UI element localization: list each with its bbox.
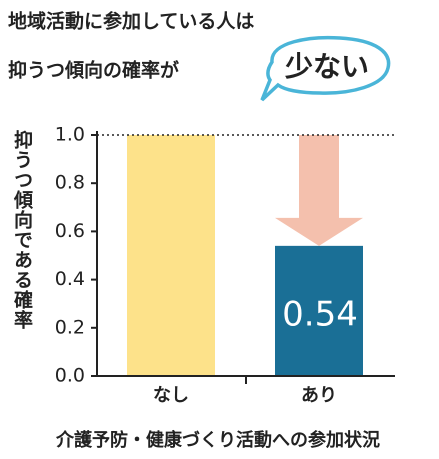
y-axis-label: 抑うつ傾向である確率 [11,130,34,330]
x-tick-label: あり [301,385,337,406]
y-tick-label: 0.6 [55,220,85,242]
x-tick-label: なし [153,385,189,406]
y-tick-label: 0.8 [55,172,85,194]
x-axis-label: 介護予防・健康づくり活動への参加状況 [55,429,380,451]
bar [275,245,363,376]
title-line-1: 地域活動に参加している人は [8,10,254,33]
y-tick-label: 1.0 [55,124,85,146]
title-line-2: 抑うつ傾向の確率が [8,59,179,82]
highlight-bubble [260,35,391,102]
value-label: 0.54 [282,295,358,335]
down-arrow [275,135,363,246]
y-tick-label: 0.2 [55,316,85,338]
y-tick-label: 0.0 [55,365,85,387]
y-tick-label: 0.4 [55,268,85,290]
highlight-text: 少ない [285,50,369,83]
bar [127,135,215,376]
